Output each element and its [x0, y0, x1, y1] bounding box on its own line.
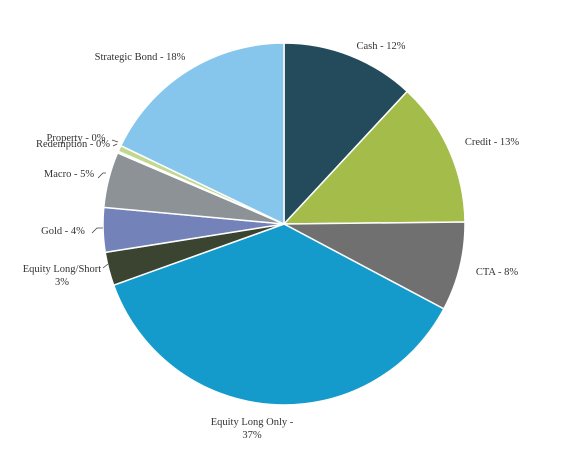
label-redemption: Redemption - 0%: [36, 139, 110, 150]
label-equity-long-short: Equity Long/Short 3%: [23, 264, 102, 288]
label-gold: Gold - 4%: [41, 226, 85, 237]
label-equity-long-only: Equity Long Only -37%: [211, 417, 294, 441]
label-strategic-bond: Strategic Bond - 18%: [95, 52, 186, 63]
leader-property: [111, 139, 119, 143]
label-cash: Cash - 12%: [357, 41, 406, 52]
leader-equity-long-short: [102, 263, 109, 269]
leader-macro: [97, 172, 106, 179]
leader-lines-layer: [91, 139, 119, 269]
label-cta: CTA - 8%: [476, 267, 519, 278]
label-credit: Credit - 13%: [465, 137, 519, 148]
pie-slice-cash: [283, 42, 409, 226]
pie-slice-credit: [282, 90, 466, 225]
leader-redemption: [112, 143, 118, 147]
label-macro: Macro - 5%: [44, 169, 94, 180]
pie-slice-strategic-bond: [119, 42, 285, 226]
label-property: Property - 0%: [47, 133, 106, 144]
leader-gold: [91, 227, 103, 234]
labels-layer: Cash - 12% Credit - 13% CTA - 8% Equity …: [23, 41, 520, 441]
pie-slice-equity-long-only: [112, 223, 445, 406]
pie-slice-cta: [283, 221, 466, 310]
slices-layer: [102, 42, 466, 406]
